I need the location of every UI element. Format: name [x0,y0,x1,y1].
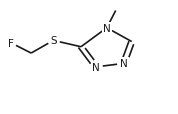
Text: F: F [8,38,14,48]
Text: N: N [103,24,111,33]
Text: N: N [92,62,100,72]
Text: S: S [50,36,57,46]
Text: N: N [120,59,128,69]
